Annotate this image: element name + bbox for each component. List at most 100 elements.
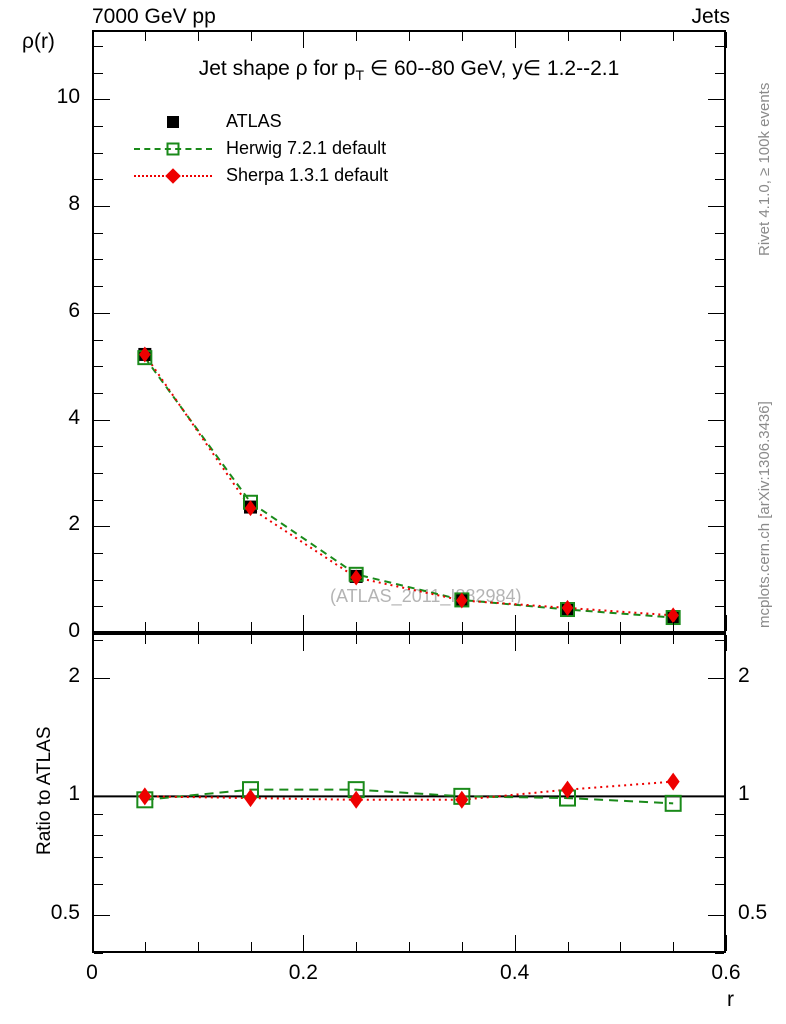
axis-tick <box>94 953 103 954</box>
axis-tick-label: 0 <box>86 961 98 984</box>
axis-tick <box>94 579 103 581</box>
legend-label-sherpa: Sherpa 1.3.1 default <box>226 165 389 185</box>
sherpa-ratio-line <box>144 780 674 801</box>
axis-tick <box>708 633 724 634</box>
axis-tick <box>715 606 724 608</box>
axis-tick <box>356 32 358 41</box>
axis-tick <box>708 312 724 314</box>
axis-tick-label: 6 <box>68 298 80 322</box>
axis-tick <box>708 914 724 916</box>
sherpa-main-marker <box>139 346 151 363</box>
sherpa-ratio-marker <box>138 787 152 806</box>
axis-tick <box>197 622 199 631</box>
sherpa-main-line <box>144 353 674 617</box>
axis-tick <box>94 814 103 816</box>
axis-tick-label: 0.4 <box>500 961 530 984</box>
axis-tick <box>94 286 103 288</box>
axis-tick-label: 4 <box>68 405 80 429</box>
axis-tick <box>726 935 727 951</box>
axis-tick <box>715 953 724 954</box>
axis-tick <box>673 32 675 41</box>
axis-tick <box>197 32 199 41</box>
axis-tick <box>94 392 103 394</box>
axis-tick <box>197 942 199 951</box>
axis-tick <box>708 526 724 528</box>
axis-tick-label: 1 <box>738 782 750 806</box>
open-square-marker-icon <box>166 142 180 155</box>
axis-tick <box>514 935 516 951</box>
axis-tick <box>708 419 724 421</box>
axis-tick <box>715 814 724 816</box>
sherpa-main-marker <box>667 607 679 624</box>
axis-tick-label: 2 <box>68 512 80 536</box>
axis-tick <box>94 796 110 798</box>
axis-tick <box>92 635 93 651</box>
axis-tick <box>197 635 199 644</box>
dashed-line-icon <box>134 147 212 150</box>
axis-tick <box>94 179 103 181</box>
axis-tick <box>303 615 305 631</box>
axis-tick-label: 8 <box>68 192 80 216</box>
axis-tick <box>715 366 724 368</box>
axis-tick <box>461 32 463 41</box>
axis-tick <box>715 286 724 288</box>
axis-tick <box>94 499 103 501</box>
axis-tick <box>409 32 410 41</box>
axis-tick <box>250 622 252 631</box>
axis-tick <box>715 446 724 448</box>
x-axis-label: r <box>727 988 734 1011</box>
axis-tick <box>409 942 410 951</box>
axis-tick-label: 0.6 <box>711 961 741 984</box>
herwig-ratio-line <box>144 788 674 805</box>
axis-tick <box>250 32 252 41</box>
axis-tick <box>144 635 146 644</box>
axis-tick <box>94 232 103 234</box>
axis-tick <box>94 99 110 101</box>
axis-tick <box>715 499 724 501</box>
axis-tick <box>673 635 675 644</box>
ratio-plot-panel <box>92 633 726 953</box>
axis-tick <box>94 526 110 528</box>
axis-tick <box>92 615 93 631</box>
axis-tick <box>715 639 724 641</box>
axis-tick <box>92 935 93 951</box>
axis-tick <box>94 639 103 641</box>
axis-tick <box>461 635 463 644</box>
sherpa-ratio-marker <box>561 780 574 799</box>
herwig-main-line <box>144 357 674 619</box>
axis-tick <box>715 232 724 234</box>
axis-tick <box>409 622 410 631</box>
axis-tick <box>715 339 724 341</box>
axis-tick <box>715 552 724 554</box>
sherpa-ratio-marker <box>349 790 363 809</box>
axis-tick <box>303 635 305 651</box>
axis-tick <box>94 339 103 341</box>
axis-tick <box>620 942 622 951</box>
axis-tick <box>144 32 146 41</box>
axis-tick-label: 2 <box>738 663 750 687</box>
axis-tick <box>144 942 146 951</box>
axis-tick <box>514 32 516 48</box>
axis-tick <box>715 579 724 581</box>
axis-tick <box>94 472 103 474</box>
axis-tick <box>620 32 622 41</box>
axis-tick <box>94 633 110 634</box>
axis-tick <box>514 635 516 651</box>
axis-tick <box>726 32 727 48</box>
axis-tick <box>673 622 675 631</box>
plot-title: Jet shape ρ for pT ∈ 60--80 GeV, y∈ 1.2-… <box>92 56 726 83</box>
axis-tick <box>144 622 146 631</box>
axis-tick <box>715 834 724 836</box>
header-left-label: 7000 GeV pp <box>92 5 216 28</box>
legend-key-sherpa <box>130 166 216 186</box>
plot-title-post: ∈ 60--80 GeV, y∈ 1.2--2.1 <box>364 57 620 80</box>
axis-tick-label: 10 <box>56 85 80 109</box>
legend-key-herwig <box>130 139 216 159</box>
axis-tick-label: 0.2 <box>288 961 318 984</box>
axis-tick <box>567 942 569 951</box>
axis-tick <box>250 942 252 951</box>
axis-tick <box>94 883 103 885</box>
sherpa-main-marker <box>456 592 468 609</box>
axis-tick <box>94 606 103 608</box>
